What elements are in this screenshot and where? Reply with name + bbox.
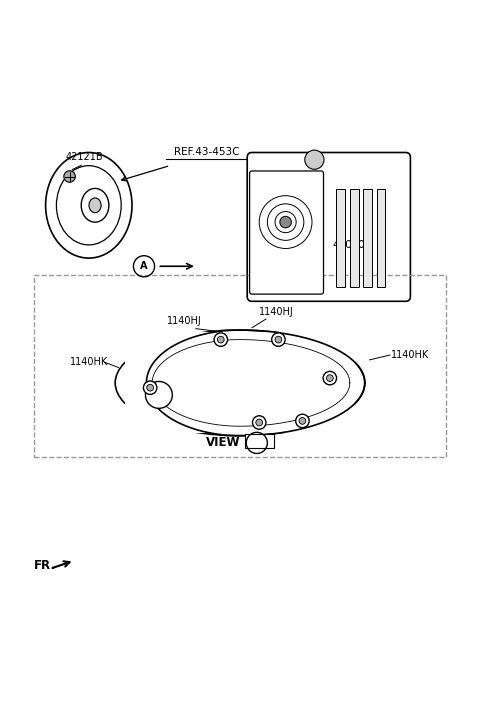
Text: 42121B: 42121B xyxy=(65,152,103,162)
Circle shape xyxy=(64,170,75,183)
Circle shape xyxy=(217,337,224,343)
Ellipse shape xyxy=(81,188,109,222)
Ellipse shape xyxy=(305,150,324,169)
Circle shape xyxy=(144,381,157,394)
Text: A: A xyxy=(140,261,148,271)
Text: 1140HJ: 1140HJ xyxy=(168,317,202,327)
FancyBboxPatch shape xyxy=(247,153,410,302)
Text: 45000A: 45000A xyxy=(333,240,373,250)
Circle shape xyxy=(280,216,291,228)
Bar xyxy=(350,190,359,287)
Text: A: A xyxy=(253,438,261,448)
Text: FR.: FR. xyxy=(34,559,56,572)
Circle shape xyxy=(275,337,282,343)
Bar xyxy=(125,332,355,434)
Ellipse shape xyxy=(115,330,365,436)
Text: REF.43-453C: REF.43-453C xyxy=(174,148,239,158)
Text: 1140HK: 1140HK xyxy=(70,357,108,367)
Circle shape xyxy=(147,384,154,391)
Circle shape xyxy=(256,419,263,426)
Circle shape xyxy=(272,333,285,347)
Bar xyxy=(245,434,274,448)
Text: 1140HK: 1140HK xyxy=(391,350,430,360)
Ellipse shape xyxy=(89,198,101,212)
FancyBboxPatch shape xyxy=(250,171,324,294)
Circle shape xyxy=(323,371,336,385)
Circle shape xyxy=(299,418,306,424)
Text: 1140HJ: 1140HJ xyxy=(259,307,293,317)
Text: VIEW: VIEW xyxy=(205,436,240,449)
Bar xyxy=(336,190,345,287)
Bar xyxy=(377,190,385,287)
Circle shape xyxy=(326,375,333,381)
Circle shape xyxy=(145,381,172,409)
Circle shape xyxy=(296,414,309,428)
Bar xyxy=(363,190,372,287)
Circle shape xyxy=(214,333,228,347)
Circle shape xyxy=(252,416,266,429)
